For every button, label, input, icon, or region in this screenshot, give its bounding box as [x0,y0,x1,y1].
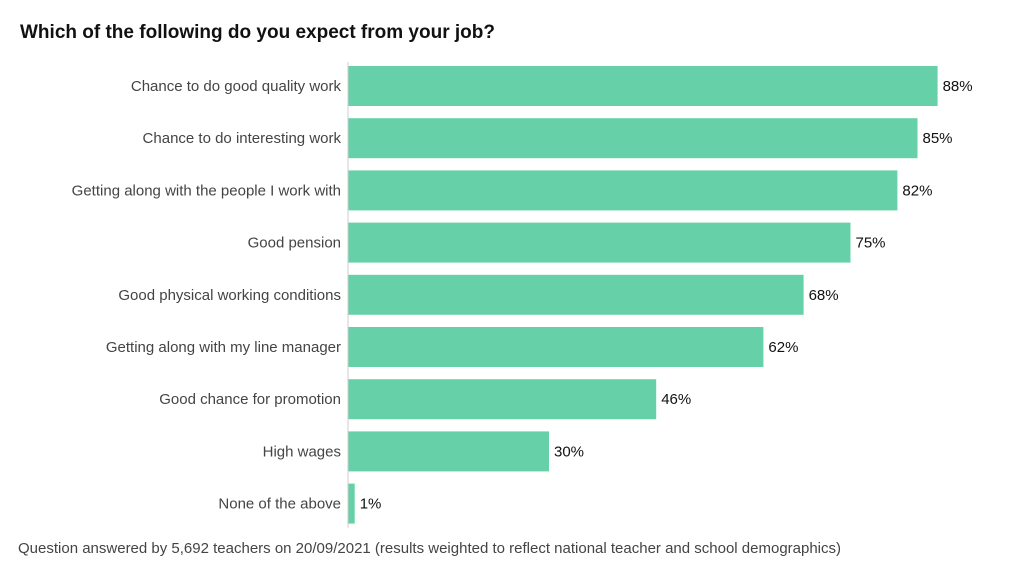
value-label: 85% [923,130,953,147]
bar [348,483,355,524]
bars-layer: Chance to do good quality work 88% Chance … [72,66,973,524]
value-label: 30% [554,443,584,460]
bar [348,66,938,106]
value-label: 88% [943,78,973,95]
bar [348,222,851,263]
value-label: 82% [902,182,932,199]
bar [348,327,764,367]
value-label: 75% [856,235,886,252]
bar [348,431,549,472]
category-label: Chance to do interesting work [143,130,342,147]
value-label: 46% [661,391,691,408]
category-label: Chance to do good quality work [131,78,342,95]
category-label: Good pension [248,235,341,252]
bar [348,170,898,211]
chart-title: Which of the following do you expect fro… [20,22,495,43]
value-label: 62% [768,339,798,356]
category-label: Getting along with the people I work wit… [72,182,341,199]
category-label: Good physical working conditions [118,287,341,304]
category-label: Getting along with my line manager [106,339,341,356]
bar [348,379,657,420]
category-label: None of the above [218,496,341,513]
value-label: 1% [360,496,382,513]
bar [348,274,804,315]
value-label: 68% [809,287,839,304]
bar [348,118,918,159]
category-label: High wages [263,443,341,460]
category-label: Good chance for promotion [159,391,341,408]
chart-footnote: Question answered by 5,692 teachers on 2… [18,540,842,557]
